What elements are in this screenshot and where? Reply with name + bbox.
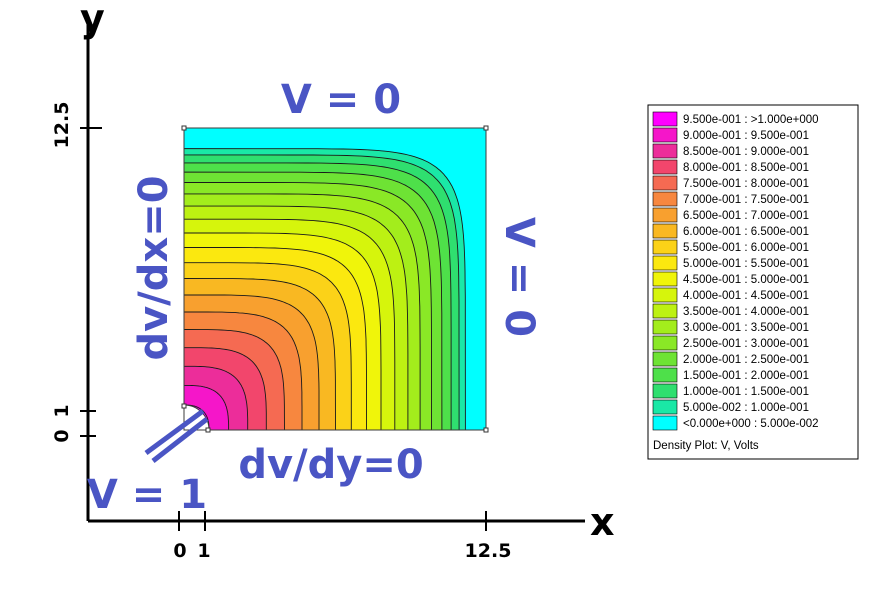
legend-entry-label-10: 5.000e-001 : 5.500e-001 (683, 258, 809, 270)
node-top-right (483, 125, 489, 131)
y-axis-letter: y (80, 0, 105, 40)
axes: y x 0 1 12.5 12.5 1 0 (51, 0, 615, 562)
legend-entry-label-17: 1.500e-001 : 2.000e-001 (683, 370, 809, 382)
legend-swatch-14 (652, 319, 678, 335)
y-tick-label-1: 1 (51, 404, 73, 417)
legend-swatch-13 (652, 303, 678, 319)
legend-entry-label-12: 4.000e-001 : 4.500e-001 (683, 290, 809, 302)
inner-boundary-label: V = 1 (87, 472, 207, 518)
legend-swatch-12 (652, 287, 678, 303)
legend-swatch-8 (652, 223, 678, 239)
legend-swatch-7 (652, 207, 678, 223)
y-tick-label-12-5: 12.5 (51, 102, 73, 149)
legend-entry-label-18: 1.000e-001 : 1.500e-001 (683, 386, 809, 398)
legend-entry-label-16: 2.000e-001 : 2.500e-001 (683, 354, 809, 366)
left-boundary-label: dv/dx=0 (131, 175, 177, 360)
legend-entry-label-4: 8.000e-001 : 8.500e-001 (683, 162, 809, 174)
legend-entry-label-9: 5.500e-001 : 6.000e-001 (683, 242, 809, 254)
node-inner-top (181, 403, 187, 409)
legend-entry-label-11: 4.500e-001 : 5.000e-001 (683, 274, 809, 286)
legend-swatch-16 (652, 351, 678, 367)
legend-swatch-9 (652, 239, 678, 255)
right-boundary-label: V = 0 (496, 217, 542, 337)
legend-swatch-20 (652, 415, 678, 431)
legend-swatch-18 (652, 383, 678, 399)
legend-swatch-3 (652, 143, 678, 159)
legend-entry-label-14: 3.000e-001 : 3.500e-001 (683, 322, 809, 334)
domain-border (183, 127, 487, 431)
legend-entry-label-15: 2.500e-001 : 3.000e-001 (683, 338, 809, 350)
x-tick-label-12-5: 12.5 (465, 540, 512, 562)
legend-swatch-17 (652, 367, 678, 383)
domain (181, 125, 489, 433)
top-boundary-label: V = 0 (281, 77, 401, 123)
y-tick-label-0: 0 (51, 429, 73, 442)
legend-entry-label-3: 8.500e-001 : 9.000e-001 (683, 146, 809, 158)
legend-entry-label-6: 7.000e-001 : 7.500e-001 (683, 194, 809, 206)
legend-entry-label-19: 5.000e-002 : 1.000e-001 (683, 402, 809, 414)
legend-swatch-4 (652, 159, 678, 175)
legend-swatch-11 (652, 271, 678, 287)
x-tick-label-0: 0 (173, 540, 186, 562)
legend-swatch-2 (652, 127, 678, 143)
legend-swatch-19 (652, 399, 678, 415)
x-tick-label-1: 1 (197, 540, 210, 562)
legend-swatch-10 (652, 255, 678, 271)
legend-entry-label-20: <0.000e+000 : 5.000e-002 (683, 418, 819, 430)
legend-title: Density Plot: V, Volts (653, 440, 759, 452)
legend-swatch-1 (652, 111, 678, 127)
legend-entry-label-2: 9.000e-001 : 9.500e-001 (683, 130, 809, 142)
legend-entry-label-13: 3.500e-001 : 4.000e-001 (683, 306, 809, 318)
legend-entry-label-1: 9.500e-001 : >1.000e+000 (683, 114, 819, 126)
legend-entry-label-8: 6.000e-001 : 6.500e-001 (683, 226, 809, 238)
node-inner-right (205, 427, 211, 433)
bottom-boundary-label: dv/dy=0 (238, 442, 423, 488)
density-bands (184, 148, 466, 430)
legend-box (647, 104, 859, 460)
legend-swatch-15 (652, 335, 678, 351)
legend-entry-label-5: 7.500e-001 : 8.000e-001 (683, 178, 809, 190)
legend: 9.500e-001 : >1.000e+000 9.000e-001 : 9.5… (647, 104, 859, 460)
legend-swatch-6 (652, 191, 678, 207)
inner-boundary-pointer (144, 408, 209, 463)
node-top-left (181, 125, 187, 131)
legend-swatch-5 (652, 175, 678, 191)
legend-entry-label-7: 6.500e-001 : 7.000e-001 (683, 210, 809, 222)
node-bottom-right (483, 427, 489, 433)
x-axis-letter: x (590, 500, 615, 544)
